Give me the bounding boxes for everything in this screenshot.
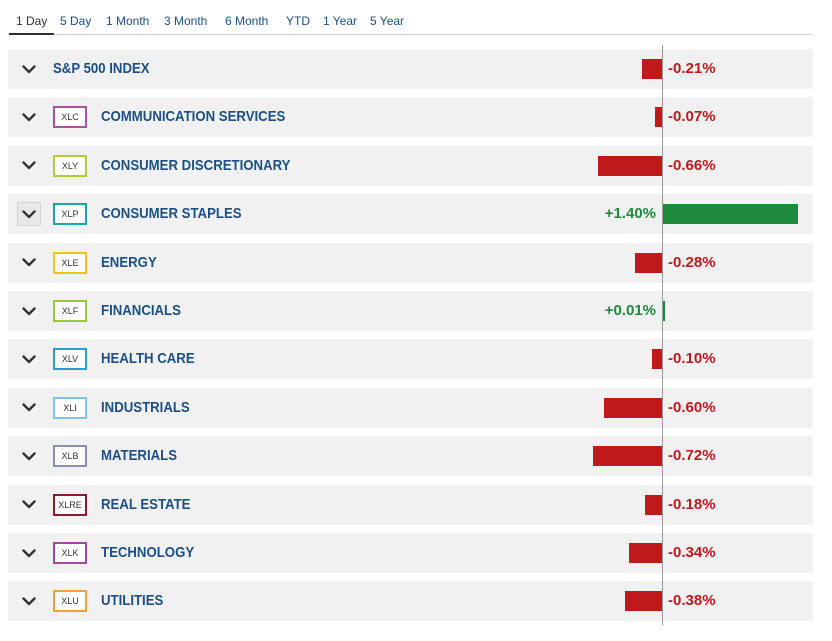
change-percent: -0.66% bbox=[668, 156, 716, 174]
sector-name[interactable]: S&P 500 INDEX bbox=[53, 60, 150, 77]
zero-axis bbox=[662, 45, 663, 625]
change-percent: -0.72% bbox=[668, 447, 716, 465]
chevron-down-icon[interactable] bbox=[17, 251, 41, 275]
sector-name[interactable]: INDUSTRIALS bbox=[101, 398, 190, 416]
sector-name[interactable]: REAL ESTATE bbox=[101, 495, 191, 513]
sector-name[interactable]: COMMUNICATION SERVICES bbox=[101, 108, 286, 126]
change-bar bbox=[641, 59, 662, 79]
change-percent: -0.10% bbox=[668, 350, 716, 368]
sector-row[interactable]: XLE ENERGY -0.28% bbox=[8, 242, 813, 283]
chevron-down-icon[interactable] bbox=[17, 444, 41, 468]
tab-1-day[interactable]: 1 Day bbox=[8, 8, 55, 35]
timeframe-tabs: 1 Day 5 Day 1 Month 3 Month 6 Month YTD 1 Year… bbox=[8, 8, 813, 35]
sector-row[interactable]: XLK TECHNOLOGY -0.34% bbox=[8, 533, 813, 573]
change-bar bbox=[655, 107, 662, 128]
tab-6-month[interactable]: 6 Month bbox=[225, 14, 269, 28]
change-bar bbox=[652, 349, 662, 370]
sector-row[interactable]: XLC COMMUNICATION SERVICES -0.07% bbox=[8, 97, 813, 138]
sector-row[interactable]: XLY CONSUMER DISCRETIONARY -0.66% bbox=[8, 145, 813, 186]
change-percent: -0.21% bbox=[668, 60, 716, 77]
chevron-down-icon[interactable] bbox=[17, 57, 41, 81]
ticker-badge: XLK bbox=[53, 542, 87, 564]
change-percent: -0.07% bbox=[668, 108, 716, 126]
chevron-down-icon[interactable] bbox=[17, 105, 41, 129]
chevron-down-icon[interactable] bbox=[17, 347, 41, 371]
ticker-badge: XLP bbox=[53, 203, 87, 226]
chevron-down-icon[interactable] bbox=[17, 154, 41, 178]
sector-name[interactable]: TECHNOLOGY bbox=[101, 544, 195, 561]
change-bar bbox=[625, 591, 662, 612]
change-percent: -0.34% bbox=[668, 544, 716, 561]
sector-row[interactable]: XLRE REAL ESTATE -0.18% bbox=[8, 484, 813, 525]
change-bar bbox=[634, 252, 662, 273]
tab-5-year[interactable]: 5 Year bbox=[370, 14, 405, 28]
change-percent: -0.38% bbox=[668, 592, 716, 610]
ticker-badge: XLC bbox=[53, 106, 87, 129]
ticker-badge: XLE bbox=[53, 251, 87, 274]
tab-5-day[interactable]: 5 Day bbox=[60, 14, 92, 28]
ticker-badge: XLU bbox=[53, 590, 87, 613]
sector-name[interactable]: UTILITIES bbox=[101, 592, 164, 610]
sector-row[interactable]: XLV HEALTH CARE -0.10% bbox=[8, 339, 813, 380]
chevron-down-icon[interactable] bbox=[17, 493, 41, 517]
sector-name[interactable]: ENERGY bbox=[101, 253, 157, 271]
sector-name[interactable]: CONSUMER STAPLES bbox=[101, 205, 242, 223]
change-bar bbox=[663, 204, 799, 225]
change-bar bbox=[604, 397, 662, 418]
chevron-down-icon[interactable] bbox=[17, 396, 41, 420]
change-bar bbox=[644, 494, 662, 515]
change-percent: -0.18% bbox=[668, 495, 716, 513]
change-bar bbox=[663, 301, 665, 321]
sector-row[interactable]: XLF FINANCIALS +0.01% bbox=[8, 291, 813, 331]
tab-ytd[interactable]: YTD bbox=[286, 14, 310, 28]
sector-row[interactable]: S&P 500 INDEX -0.21% bbox=[8, 49, 813, 89]
change-bar bbox=[598, 155, 662, 176]
sector-name[interactable]: FINANCIALS bbox=[101, 302, 181, 319]
change-percent: -0.28% bbox=[668, 253, 716, 271]
sector-row[interactable]: XLI INDUSTRIALS -0.60% bbox=[8, 387, 813, 428]
chevron-down-icon[interactable] bbox=[17, 299, 41, 323]
change-bar bbox=[629, 543, 662, 563]
chevron-down-icon[interactable] bbox=[17, 589, 41, 613]
change-bar bbox=[592, 446, 662, 467]
ticker-badge: XLRE bbox=[53, 493, 87, 516]
tab-3-month[interactable]: 3 Month bbox=[164, 14, 208, 28]
sector-row[interactable]: XLB MATERIALS -0.72% bbox=[8, 436, 813, 477]
ticker-badge: XLF bbox=[53, 300, 87, 322]
sector-row[interactable]: XLU UTILITIES -0.38% bbox=[8, 581, 813, 622]
sector-name[interactable]: CONSUMER DISCRETIONARY bbox=[101, 156, 291, 174]
ticker-badge: XLY bbox=[53, 154, 87, 177]
change-percent: +1.40% bbox=[604, 205, 656, 223]
chevron-down-icon[interactable] bbox=[17, 202, 41, 227]
sector-row[interactable]: XLP CONSUMER STAPLES +1.40% bbox=[8, 194, 813, 235]
tab-1-month[interactable]: 1 Month bbox=[106, 14, 150, 28]
sector-name[interactable]: MATERIALS bbox=[101, 447, 178, 465]
change-percent: -0.60% bbox=[668, 398, 716, 416]
chevron-down-icon[interactable] bbox=[17, 541, 41, 565]
tab-1-year[interactable]: 1 Year bbox=[323, 14, 358, 28]
change-percent: +0.01% bbox=[604, 302, 656, 319]
ticker-badge: XLB bbox=[53, 445, 87, 468]
ticker-badge: XLV bbox=[53, 348, 87, 371]
ticker-badge: XLI bbox=[53, 396, 87, 419]
sector-name[interactable]: HEALTH CARE bbox=[101, 350, 195, 368]
